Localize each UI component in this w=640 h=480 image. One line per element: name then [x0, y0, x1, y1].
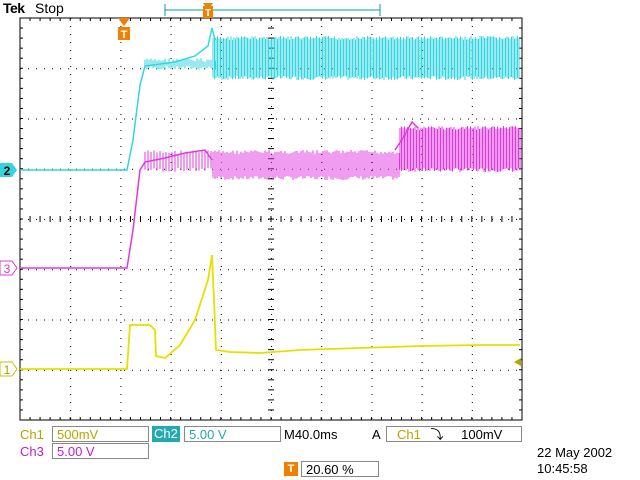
waveforms: [20, 27, 521, 370]
trigger-mode: A: [372, 427, 381, 442]
ch1-scale-box[interactable]: 500mV: [52, 426, 149, 442]
ch3-step: [394, 120, 419, 151]
trigger-position-box[interactable]: 20.60 %: [301, 461, 379, 477]
ch3-waveform: [20, 149, 213, 269]
ch1-waveform: [20, 254, 520, 370]
ch1-marker-label: 1: [4, 363, 11, 377]
ch2-scale-value: 5.00 V: [189, 427, 227, 442]
acquisition-state: Stop: [35, 0, 64, 16]
ch3-ground-marker[interactable]: 3: [0, 260, 18, 276]
record-view-bracket: [164, 4, 381, 16]
ch2-noise-band: [212, 36, 520, 80]
trigger-slope-icon: ⤵: [430, 427, 444, 442]
ch1-ground-marker[interactable]: 1: [0, 361, 18, 377]
trigger-position-icon[interactable]: T: [203, 3, 213, 19]
ch2-label: Ch2: [152, 426, 180, 442]
trigger-point-icon[interactable]: T: [118, 18, 130, 41]
ch3-noise-band: [212, 150, 400, 180]
brand-label: Tek: [3, 0, 25, 16]
ch2-waveform: [20, 27, 216, 171]
ch2-noise-start: [144, 58, 216, 70]
ch3-scale-value: 5.00 V: [57, 444, 95, 459]
ch3-noise-start: [144, 150, 212, 172]
trigger-level-icon[interactable]: [514, 358, 521, 366]
ch3-marker-label: 3: [4, 262, 11, 276]
ch2-scale-box[interactable]: 5.00 V: [184, 426, 281, 442]
date-readout: 22 May 2002: [537, 445, 613, 460]
timebase[interactable]: M40.0ms: [284, 427, 338, 442]
ch3-scale-box[interactable]: 5.00 V: [52, 443, 149, 459]
trigger-position-badge-icon: T: [284, 462, 298, 476]
trigger-position-letter: T: [205, 8, 211, 19]
ch1-scale-value: 500mV: [57, 427, 99, 442]
trigger-box[interactable]: Ch1 ⤵ 100mV: [386, 426, 522, 442]
graticule-grid: [19, 17, 522, 420]
trigger-position-value: 20.60 %: [306, 462, 354, 477]
time-readout: 10:45:58: [537, 461, 588, 476]
ch1-label: Ch1: [20, 427, 44, 442]
ch3-label: Ch3: [20, 444, 44, 459]
trigger-level: 100mV: [461, 427, 503, 442]
ch2-ground-marker[interactable]: 2: [0, 163, 17, 178]
trigger-point-letter: T: [121, 29, 128, 41]
ch2-marker-label: 2: [4, 164, 11, 178]
ch3-noise-band-2: [399, 126, 521, 172]
trigger-source: Ch1: [397, 427, 421, 442]
